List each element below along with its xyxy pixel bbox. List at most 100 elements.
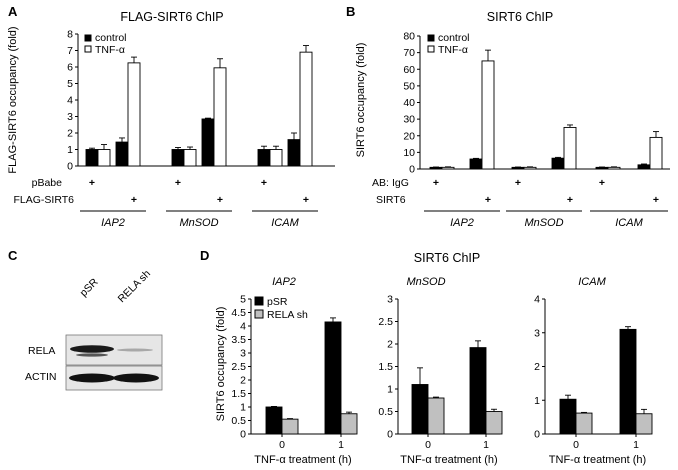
y-tick-label: 60 [403, 64, 415, 76]
y-tick-label: 3 [387, 294, 393, 306]
gene-label: IAP2 [101, 217, 125, 229]
blot-band-actin-psr [69, 373, 115, 383]
bar-psr [265, 406, 283, 435]
y-tick-label: 6 [67, 62, 73, 74]
chart-b-cond-label-2: SIRT6 [376, 194, 406, 206]
y-tick-label: 0 [67, 161, 73, 173]
y-tick-label: 0.5 [378, 406, 393, 418]
bar-psr [469, 347, 487, 435]
y-tick-label: 3 [67, 111, 73, 123]
bar-control [171, 149, 185, 167]
bar-rela-sh [281, 418, 299, 435]
condition-mark: + [131, 194, 137, 206]
condition-mark: + [217, 194, 223, 206]
chart-b-title: SIRT6 ChIP [487, 10, 553, 24]
western-blot: pSR RELA sh RELA ACTIN [25, 268, 163, 391]
y-tick-label: 0 [409, 164, 415, 176]
x-axis-label: TNF-α treatment (h) [549, 454, 646, 466]
condition-mark: + [653, 194, 659, 206]
x-tick-label: 0 [279, 439, 285, 451]
y-tick-label: 4 [67, 95, 73, 107]
y-tick-label: 1 [240, 402, 246, 414]
bar-control [429, 166, 443, 170]
y-tick-label: 1.5 [378, 361, 393, 373]
chart-b-legend: control TNF-α [427, 32, 470, 56]
blot-lane-label-psr: pSR [78, 276, 101, 299]
chart-a-ylabel: FLAG-SIRT6 occupancy (fold) [7, 26, 19, 173]
panel-letter-a: A [8, 4, 18, 19]
y-tick-label: 50 [403, 80, 415, 92]
y-tick-label: 5 [240, 294, 246, 306]
bar-control [637, 164, 651, 170]
chart-b-cond-label-1: IgG [392, 177, 409, 189]
bar-tnf- [97, 149, 111, 167]
bar-rela-sh [635, 413, 653, 435]
chart-a-legend: control TNF-α [84, 32, 127, 56]
y-tick-label: 80 [403, 31, 415, 43]
bar-control [511, 166, 525, 170]
x-axis-label: TNF-α treatment (h) [400, 454, 497, 466]
bar-control [551, 157, 565, 170]
subplot-gene-title: ICAM [578, 276, 606, 288]
blot-band-actin-rela-sh [113, 373, 159, 383]
bar-tnf- [481, 60, 495, 170]
y-tick-label: 0 [240, 429, 246, 441]
bar-tnf- [299, 51, 313, 167]
legend-label-rela-sh: RELA sh [267, 309, 308, 321]
x-tick-label: 0 [573, 439, 579, 451]
bar-rela-sh [575, 412, 593, 435]
y-tick-label: 1 [534, 395, 540, 407]
x-axis-label: TNF-α treatment (h) [254, 454, 351, 466]
legend-swatch-control [427, 34, 435, 42]
condition-mark: + [515, 177, 521, 189]
y-tick-label: 70 [403, 47, 415, 59]
blot-band-rela-sh [117, 348, 153, 352]
gene-label: MnSOD [179, 217, 218, 229]
y-tick-label: 5 [67, 78, 73, 90]
y-tick-label: 2 [387, 339, 393, 351]
bar-tnf- [127, 62, 141, 167]
y-tick-label: 2.5 [378, 316, 393, 328]
condition-mark: + [433, 177, 439, 189]
condition-mark: + [567, 194, 573, 206]
x-tick-label: 0 [425, 439, 431, 451]
y-tick-label: 30 [403, 114, 415, 126]
bar-tnf- [523, 166, 537, 170]
bar-psr [619, 328, 637, 435]
y-tick-label: 40 [403, 97, 415, 109]
bar-rela-sh [340, 413, 358, 435]
bar-psr [559, 398, 577, 435]
bar-psr [324, 321, 342, 435]
chart-d-ylabel: SIRT6 occupancy (fold) [215, 307, 227, 422]
blot-band-rela-psr [70, 345, 114, 353]
condition-mark: + [175, 177, 181, 189]
gene-label: ICAM [615, 217, 643, 229]
bar-tnf- [269, 149, 283, 167]
bar-control [257, 149, 271, 167]
y-tick-label: 2 [534, 361, 540, 373]
blot-band-rela-psr-lower [76, 353, 108, 357]
y-tick-label: 8 [67, 29, 73, 41]
panel-letter-c: C [8, 248, 18, 263]
y-tick-label: 7 [67, 45, 73, 57]
legend-swatch-rela-sh [254, 309, 264, 319]
y-tick-label: 0.5 [231, 415, 246, 427]
chart-a-cond-label-2: FLAG-SIRT6 [14, 194, 75, 206]
bar-control [201, 118, 215, 167]
bar-control [287, 139, 301, 167]
y-tick-label: 20 [403, 130, 415, 142]
y-tick-label: 4 [240, 321, 246, 333]
y-tick-label: 4.5 [231, 307, 246, 319]
legend-label-tnf: TNF-α [95, 44, 125, 56]
panel-letter-b: B [346, 4, 355, 19]
blot-lane-label-rela-sh: RELA sh [116, 268, 153, 305]
blot-row-label-actin: ACTIN [25, 371, 57, 383]
condition-mark: + [261, 177, 267, 189]
subplot-gene-title: MnSOD [406, 276, 445, 288]
x-tick-label: 1 [633, 439, 639, 451]
bar-psr [411, 384, 429, 435]
condition-mark: + [485, 194, 491, 206]
legend-swatch-psr [254, 296, 264, 306]
